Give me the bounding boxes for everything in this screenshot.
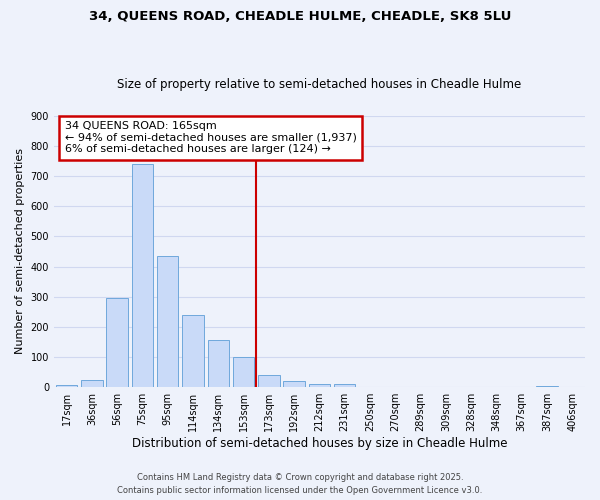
- Y-axis label: Number of semi-detached properties: Number of semi-detached properties: [15, 148, 25, 354]
- Bar: [131, 164, 153, 387]
- Text: 34 QUEENS ROAD: 165sqm
← 94% of semi-detached houses are smaller (1,937)
6% of s: 34 QUEENS ROAD: 165sqm ← 94% of semi-det…: [65, 121, 356, 154]
- Bar: [233, 357, 254, 387]
- Bar: [309, 384, 330, 387]
- X-axis label: Distribution of semi-detached houses by size in Cheadle Hulme: Distribution of semi-detached houses by …: [132, 437, 507, 450]
- Bar: [334, 384, 355, 387]
- Bar: [258, 375, 280, 387]
- Bar: [157, 256, 178, 387]
- Text: Contains HM Land Registry data © Crown copyright and database right 2025.
Contai: Contains HM Land Registry data © Crown c…: [118, 474, 482, 495]
- Title: Size of property relative to semi-detached houses in Cheadle Hulme: Size of property relative to semi-detach…: [118, 78, 521, 91]
- Bar: [208, 340, 229, 387]
- Bar: [56, 385, 77, 387]
- Bar: [182, 315, 204, 387]
- Bar: [283, 381, 305, 387]
- Text: 34, QUEENS ROAD, CHEADLE HULME, CHEADLE, SK8 5LU: 34, QUEENS ROAD, CHEADLE HULME, CHEADLE,…: [89, 10, 511, 23]
- Bar: [106, 298, 128, 387]
- Bar: [536, 386, 558, 387]
- Bar: [81, 380, 103, 387]
